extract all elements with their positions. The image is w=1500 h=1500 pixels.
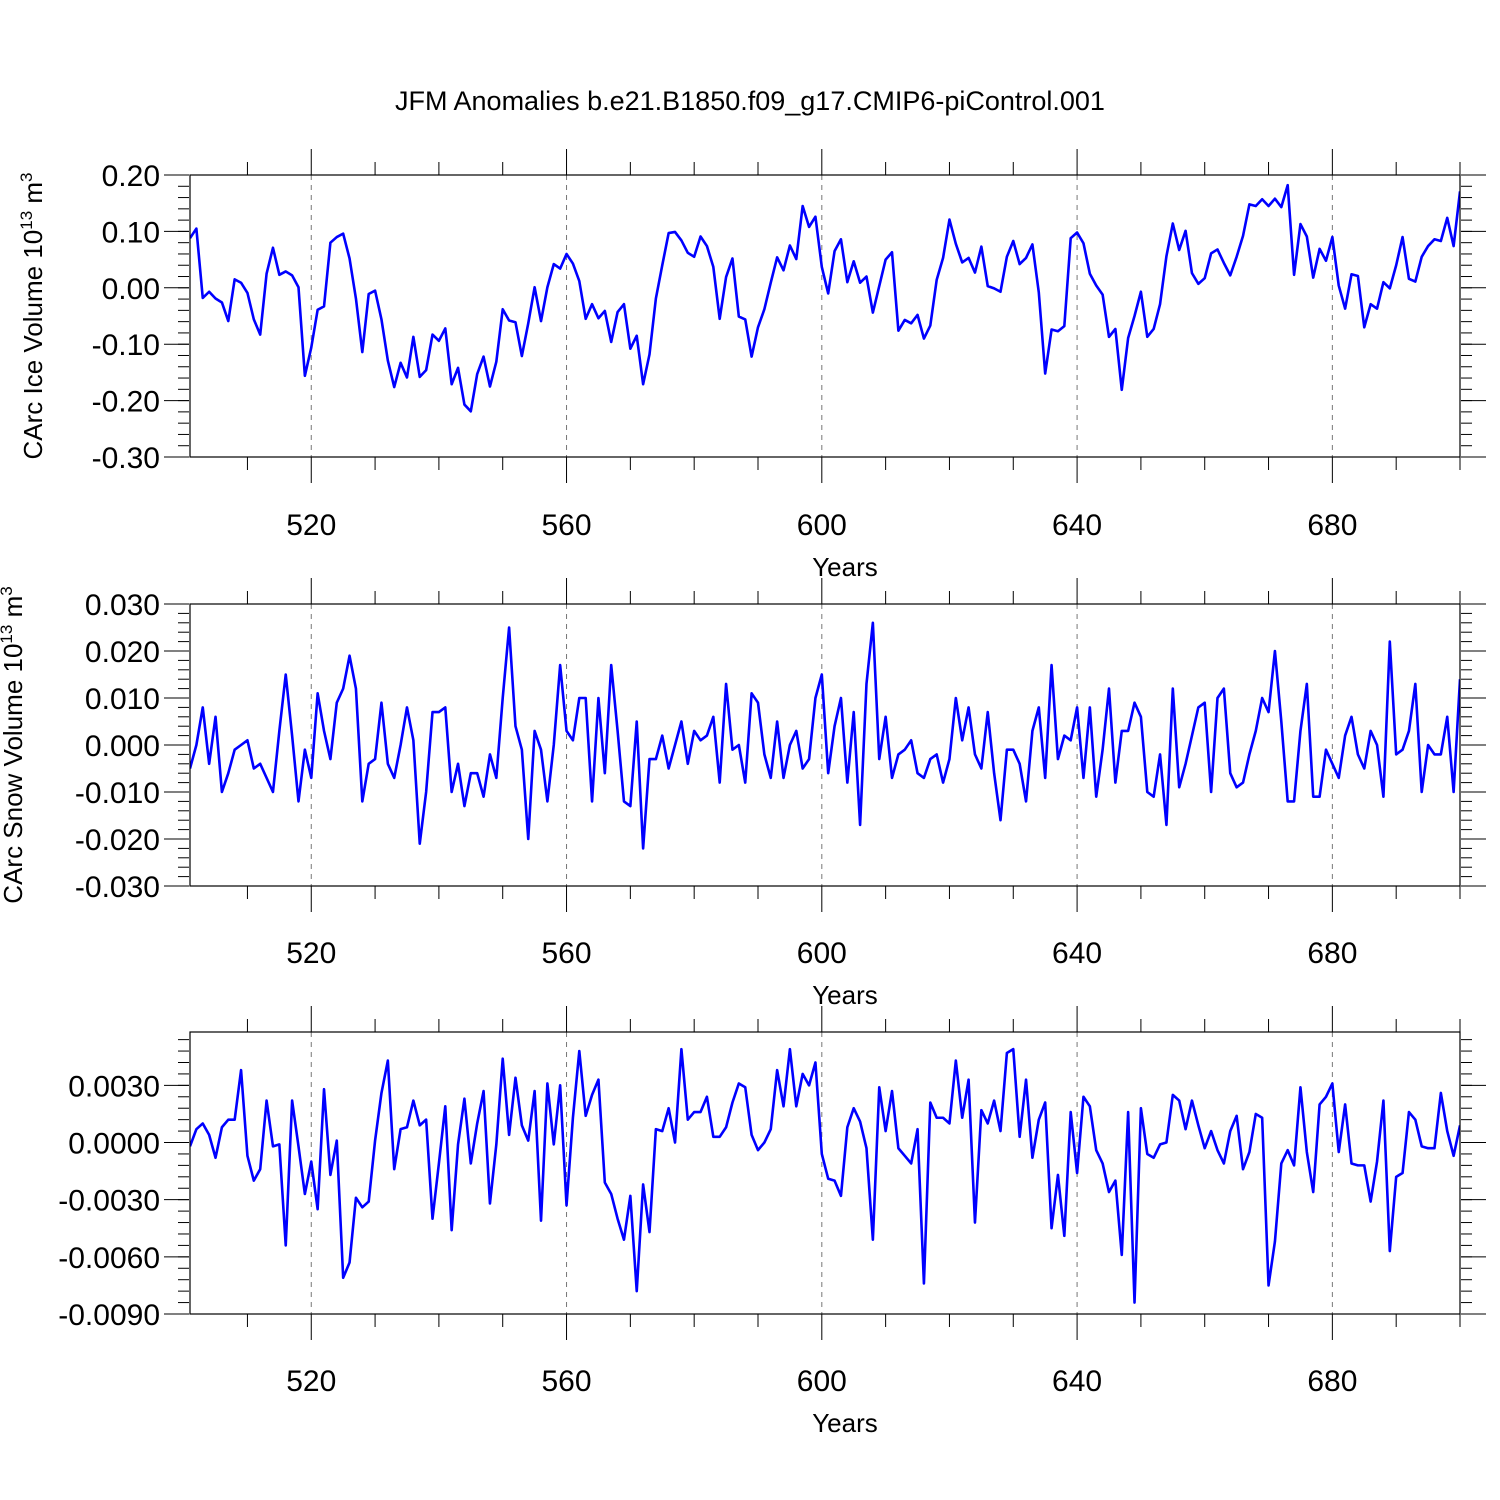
y-axis-title: CArc Ice Volume 1013 m3	[17, 172, 48, 459]
x-tick-label: 680	[1307, 509, 1357, 542]
series-line	[190, 183, 1460, 413]
y-tick-label: 0.0000	[68, 1128, 160, 1161]
series-line	[190, 621, 1460, 850]
y-axis-title-unit-exponent: 3	[17, 172, 36, 181]
y-axis-title-unit-exponent: 3	[0, 586, 16, 595]
y-tick-label: 0.20	[102, 160, 160, 193]
plot-frame	[189, 174, 1461, 458]
y-axis-title-text: CArc Snow Volume 10	[0, 644, 28, 904]
y-tick-label: -0.10	[92, 329, 160, 362]
y-tick-label: -0.020	[75, 824, 160, 857]
x-tick-label: 600	[797, 937, 847, 970]
y-tick-label: 0.030	[85, 589, 160, 622]
x-axis-title: Years	[812, 552, 878, 582]
y-axis-title-exponent: 13	[17, 211, 36, 230]
y-axis-title-exponent: 13	[0, 625, 16, 644]
plot-frame	[189, 603, 1461, 887]
x-tick-label: 560	[542, 937, 592, 970]
panel-2: -0.030 -0.020 -0.010 0.000 0.010 0.020 0.030 52…	[0, 578, 1486, 1010]
y-tick-label: -0.20	[92, 386, 160, 419]
x-tick-label: 520	[286, 937, 336, 970]
figure-title: JFM Anomalies b.e21.B1850.f09_g17.CMIP6-…	[395, 86, 1105, 116]
x-tick-label: 520	[286, 509, 336, 542]
x-axis-title: Years	[812, 980, 878, 1010]
x-axis-title: Years	[812, 1408, 878, 1438]
y-tick-label: -0.0060	[58, 1242, 160, 1275]
y-axis-title-unit: m	[18, 182, 48, 211]
x-tick-label: 600	[797, 1365, 847, 1398]
y-tick-label: -0.30	[92, 442, 160, 475]
y-tick-label: 0.000	[85, 730, 160, 763]
y-tick-label: 0.10	[102, 216, 160, 249]
y-tick-label: 0.0030	[68, 1070, 160, 1103]
series-line	[190, 1047, 1460, 1304]
x-tick-label: 640	[1052, 509, 1102, 542]
y-tick-label: -0.0090	[58, 1299, 160, 1332]
y-tick-label: -0.010	[75, 777, 160, 810]
y-tick-label: -0.0030	[58, 1185, 160, 1218]
y-axis-title-text: CArc Ice Volume 10	[18, 230, 48, 460]
x-tick-label: 560	[542, 1365, 592, 1398]
x-tick-label: 680	[1307, 1365, 1357, 1398]
y-axis-title: CArc Snow Volume 1013 m3	[0, 586, 28, 903]
y-axis-title-unit: m	[0, 596, 28, 625]
x-tick-label: 640	[1052, 1365, 1102, 1398]
y-tick-label: 0.00	[102, 273, 160, 306]
y-tick-label: 0.020	[85, 636, 160, 669]
x-tick-label: 640	[1052, 937, 1102, 970]
y-tick-label: -0.030	[75, 871, 160, 904]
plot-frame	[189, 1031, 1461, 1315]
panel-1: -0.30 -0.20 -0.10 0.00 0.10 0.20 520 560 600 640 6…	[17, 149, 1486, 582]
x-tick-label: 600	[797, 509, 847, 542]
x-tick-label: 680	[1307, 937, 1357, 970]
y-tick-label: 0.010	[85, 683, 160, 716]
x-tick-label: 520	[286, 1365, 336, 1398]
x-tick-label: 560	[542, 509, 592, 542]
panel-3: -0.0090 -0.0060 -0.0030 0.0000 0.0030 520 560 6…	[58, 1006, 1486, 1438]
